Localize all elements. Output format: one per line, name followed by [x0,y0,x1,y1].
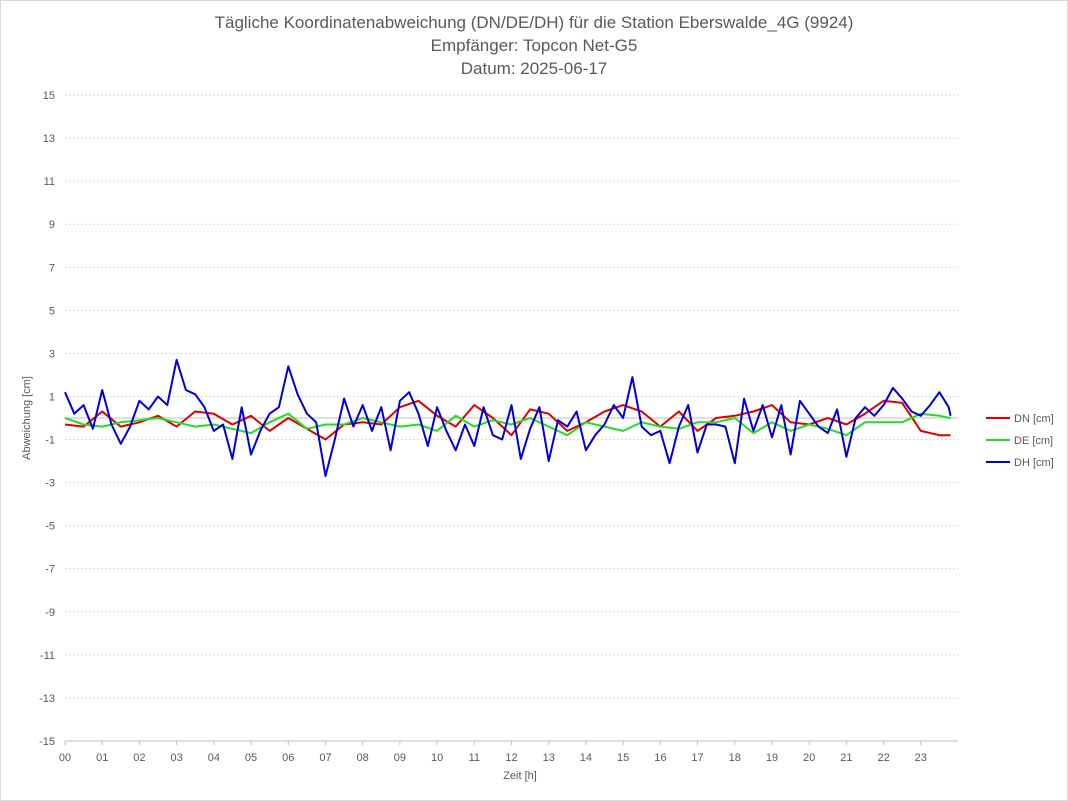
y-tick-label: 5 [49,305,55,317]
y-axis-label: Abweichung [cm] [21,376,33,460]
x-tick-label: 13 [543,752,555,764]
y-tick-label: -11 [40,650,55,662]
y-tick-label: -5 [45,521,55,533]
legend-label-dh: DH [cm] [1014,457,1054,469]
legend-label-dn: DN [cm] [1014,413,1054,425]
y-tick-label: 15 [43,90,55,102]
y-tick-label: -15 [39,736,55,748]
x-tick-label: 01 [96,752,108,764]
chart-title: Tägliche Koordinatenabweichung (DN/DE/DH… [215,13,854,32]
x-tick-label: 14 [580,752,592,764]
x-tick-label: 23 [915,752,927,764]
x-tick-label: 04 [208,752,220,764]
x-tick-label: 11 [469,752,480,764]
y-tick-label: 7 [49,262,55,274]
x-tick-label: 12 [505,752,517,764]
y-tick-label: -7 [45,564,55,576]
x-tick-label: 19 [766,752,778,764]
x-tick-label: 16 [654,752,666,764]
x-tick-label: 05 [245,752,257,764]
x-tick-label: 08 [357,752,369,764]
x-tick-label: 06 [282,752,294,764]
y-tick-label: 3 [49,348,55,360]
x-tick-label: 21 [840,752,852,764]
series-line-dh [64,358,952,478]
y-tick-label: 13 [43,133,55,145]
x-tick-label: 17 [691,752,703,764]
chart-subtitle-receiver: Empfänger: Topcon Net-G5 [431,36,638,55]
y-tick-label: 11 [44,176,55,188]
legend-label-de: DE [cm] [1014,435,1053,447]
x-axis-label: Zeit [h] [503,770,537,782]
y-tick-label: -9 [45,607,55,619]
x-tick-label: 02 [133,752,145,764]
x-tick-label: 15 [617,752,629,764]
x-tick-label: 22 [877,752,889,764]
x-tick-label: 18 [729,752,741,764]
y-tick-labels: 15 13 11 9 7 5 3 1 -1 -3 -5 -7 -9 -11 -13 -15 [39,90,55,748]
x-tick-label: 03 [171,752,183,764]
legend: DN [cm] DE [cm] DH [cm] [986,413,1054,469]
y-tick-label: -13 [39,693,55,705]
x-tick-label: 00 [59,752,71,764]
series-lines [64,358,952,478]
x-tick-label: 20 [803,752,815,764]
x-tick-label: 07 [319,752,331,764]
y-tick-label: 9 [49,219,55,231]
y-tick-label: -1 [45,435,55,447]
x-tick-label: 10 [431,752,443,764]
x-tick-label: 09 [394,752,406,764]
series-line-de [64,412,951,437]
y-tick-label: 1 [49,391,55,403]
y-tick-label: -3 [45,478,55,490]
x-tick-labels: 00 01 02 03 04 05 06 07 08 09 10 11 12 13 14 15 16 17 18 19… [59,741,927,764]
chart-subtitle-date: Datum: 2025-06-17 [461,59,607,78]
